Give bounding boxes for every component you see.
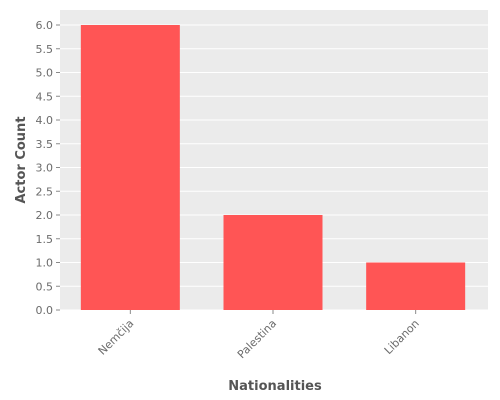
bar-nemčija xyxy=(80,25,180,310)
y-tick-label: 5.0 xyxy=(36,67,54,80)
y-tick-label: 1.0 xyxy=(36,257,54,270)
y-tick-labels: 0.0 0.5 1.0 1.5 2.0 2.5 3.0 3.5 4.0 4.5 5.0 5.5 6.0 xyxy=(36,19,60,317)
y-tick-label: 3.5 xyxy=(36,138,54,151)
y-tick-label: 4.0 xyxy=(36,114,54,127)
y-tick-label: 4.5 xyxy=(36,90,54,103)
y-tick-label: 6.0 xyxy=(36,19,54,32)
y-tick-label: 2.5 xyxy=(36,185,54,198)
x-tick-label: Libanon xyxy=(382,317,422,357)
y-axis-title: Actor Count xyxy=(14,116,29,203)
y-tick-label: 1.5 xyxy=(36,233,54,246)
bar-palestina xyxy=(223,215,323,310)
y-tick-label: 3.0 xyxy=(36,162,54,175)
x-tick-label: Nemčija xyxy=(96,317,137,358)
y-tick-label: 0.5 xyxy=(36,280,54,293)
bar-libanon xyxy=(366,262,466,310)
y-tick-label: 5.5 xyxy=(36,43,54,56)
bars xyxy=(80,25,466,310)
x-tick-label: Palestina xyxy=(235,317,279,361)
y-tick-label: 2.0 xyxy=(36,209,54,222)
x-axis-title: Nationalities xyxy=(228,379,322,394)
y-tick-label: 0.0 xyxy=(36,304,54,317)
x-tick-labels: Nemčija Palestina Libanon xyxy=(96,310,422,361)
